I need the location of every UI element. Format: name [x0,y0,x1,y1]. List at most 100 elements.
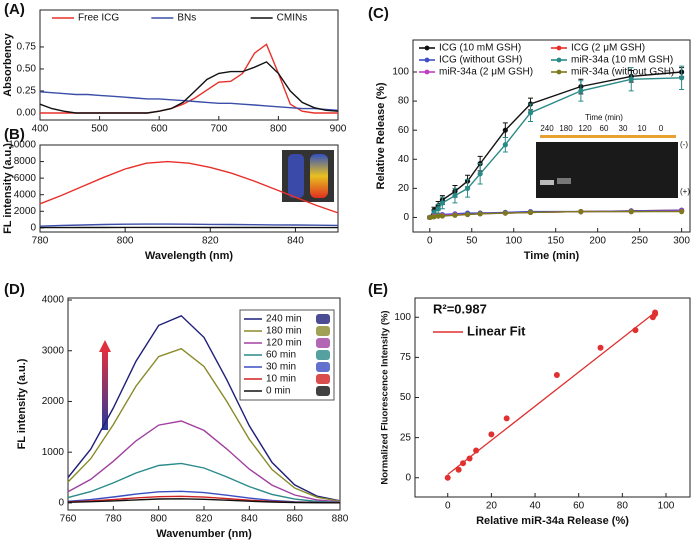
y-tick-label: 4000 [14,189,37,200]
x-tick-label: 40 [529,501,541,512]
legend-label: 240 min [266,314,302,325]
series-line [39,91,339,111]
legend-label: miR-34a (10 mM GSH) [571,55,673,66]
data-point [553,372,560,379]
y-tick-label: 0 [58,498,64,509]
x-tick-label: 820 [196,514,213,525]
data-point [652,309,659,316]
y-tick-label: 0.50 [17,64,37,75]
data-point [477,211,483,217]
x-tick-label: 60 [573,501,585,512]
x-tick-label: 300 [673,236,690,247]
legend-label: 10 min [266,374,296,385]
x-tick-label: 800 [270,124,287,135]
inset-b [282,150,334,202]
x-tick-label: 50 [466,236,478,247]
x-tick-label: 780 [105,514,122,525]
series-line [67,498,341,504]
x-tick-label: 860 [286,514,303,525]
x-tick-label: 20 [486,501,498,512]
legend-icon [316,338,330,348]
data-point [578,209,584,215]
gel-lane-label: 240 [540,124,554,133]
legend-label: 60 min [266,350,296,361]
data-point [488,431,495,438]
x-axis-label: Wavelength (nm) [145,250,234,262]
y-tick-label: 3000 [42,345,65,356]
annotation: R²=0.987 [433,301,487,316]
data-point [628,76,634,82]
y-tick-label: 4000 [42,295,65,306]
data-point [460,460,467,467]
legend-label: miR-34a (2 μM GSH) [439,67,533,78]
x-tick-label: 400 [32,124,49,135]
series-line [39,160,339,214]
data-point [444,474,451,481]
series-line [39,223,339,227]
data-point [632,327,639,334]
data-point [502,127,508,133]
legend-label: 0 min [266,386,290,397]
data-point [464,185,471,191]
gel-inset: Time (min) (-) (+) 240 180 120 60 30 10 0 [536,113,690,198]
x-tick-label: 100 [658,501,675,512]
legend-marker [556,69,562,75]
y-tick-label: 10000 [8,140,36,151]
x-tick-label: 840 [241,514,258,525]
y-axis-label: FL intensity (a.u.) [2,143,14,234]
legend-icon [316,350,330,360]
data-point [439,213,445,219]
y-tick-label: 6000 [14,173,37,184]
y-tick-label: 60 [398,125,410,136]
data-point [435,206,441,212]
legend-icon [316,374,330,384]
y-axis-label: Relative Release (%) [375,82,387,189]
data-point [431,214,437,220]
y-tick-label: 0.75 [17,42,37,53]
legend-label: BNs [177,13,196,24]
legend-label: ICG (10 mM GSH) [439,43,521,54]
legend-marker [424,45,430,51]
x-tick-label: 0 [445,501,451,512]
x-axis-label: Relative miR-34a Release (%) [476,515,629,527]
x-tick-label: 100 [505,236,522,247]
data-point [628,209,634,215]
legend-marker [424,69,430,75]
y-tick-label: 0 [405,472,411,483]
legend-marker [424,57,430,63]
y-tick-label: 20 [398,183,410,194]
y-tick-label: 1000 [42,447,65,458]
y-tick-label: 25 [400,432,412,443]
x-tick-label: 0 [427,236,433,247]
data-point [427,214,433,221]
series-line [39,61,339,114]
legend-icon [316,326,330,336]
gel-lane-label: 180 [559,124,573,133]
y-tick-label: 100 [392,67,409,78]
data-point [679,209,685,215]
legend-label: 120 min [266,338,302,349]
legend-label: Free ICG [78,13,119,24]
data-point [679,75,685,81]
data-point [502,210,508,216]
y-tick-label: 100 [394,312,411,323]
x-tick-label: 80 [617,501,629,512]
x-tick-label: 250 [631,236,648,247]
plot-frame [39,144,339,233]
gel-lane-label: 120 [578,124,592,133]
y-axis-label: Normalized Fluorescence Intensity (%) [380,310,391,484]
gel-title: Time (min) [585,113,623,122]
x-tick-label: 200 [589,236,606,247]
x-tick-label: 500 [91,124,108,135]
legend-label: Linear Fit [467,323,526,338]
series-line [67,347,341,502]
y-axis-label: Absorbency [2,32,14,96]
legend-label: miR-34a (without GSH) [571,67,674,78]
data-point [503,415,510,422]
gel-lane-label: 60 [600,124,609,133]
gel-lane-label: 10 [638,124,647,133]
y-tick-label: 0.00 [17,108,37,119]
x-tick-label: 780 [32,236,49,247]
plot-frame [39,9,339,121]
